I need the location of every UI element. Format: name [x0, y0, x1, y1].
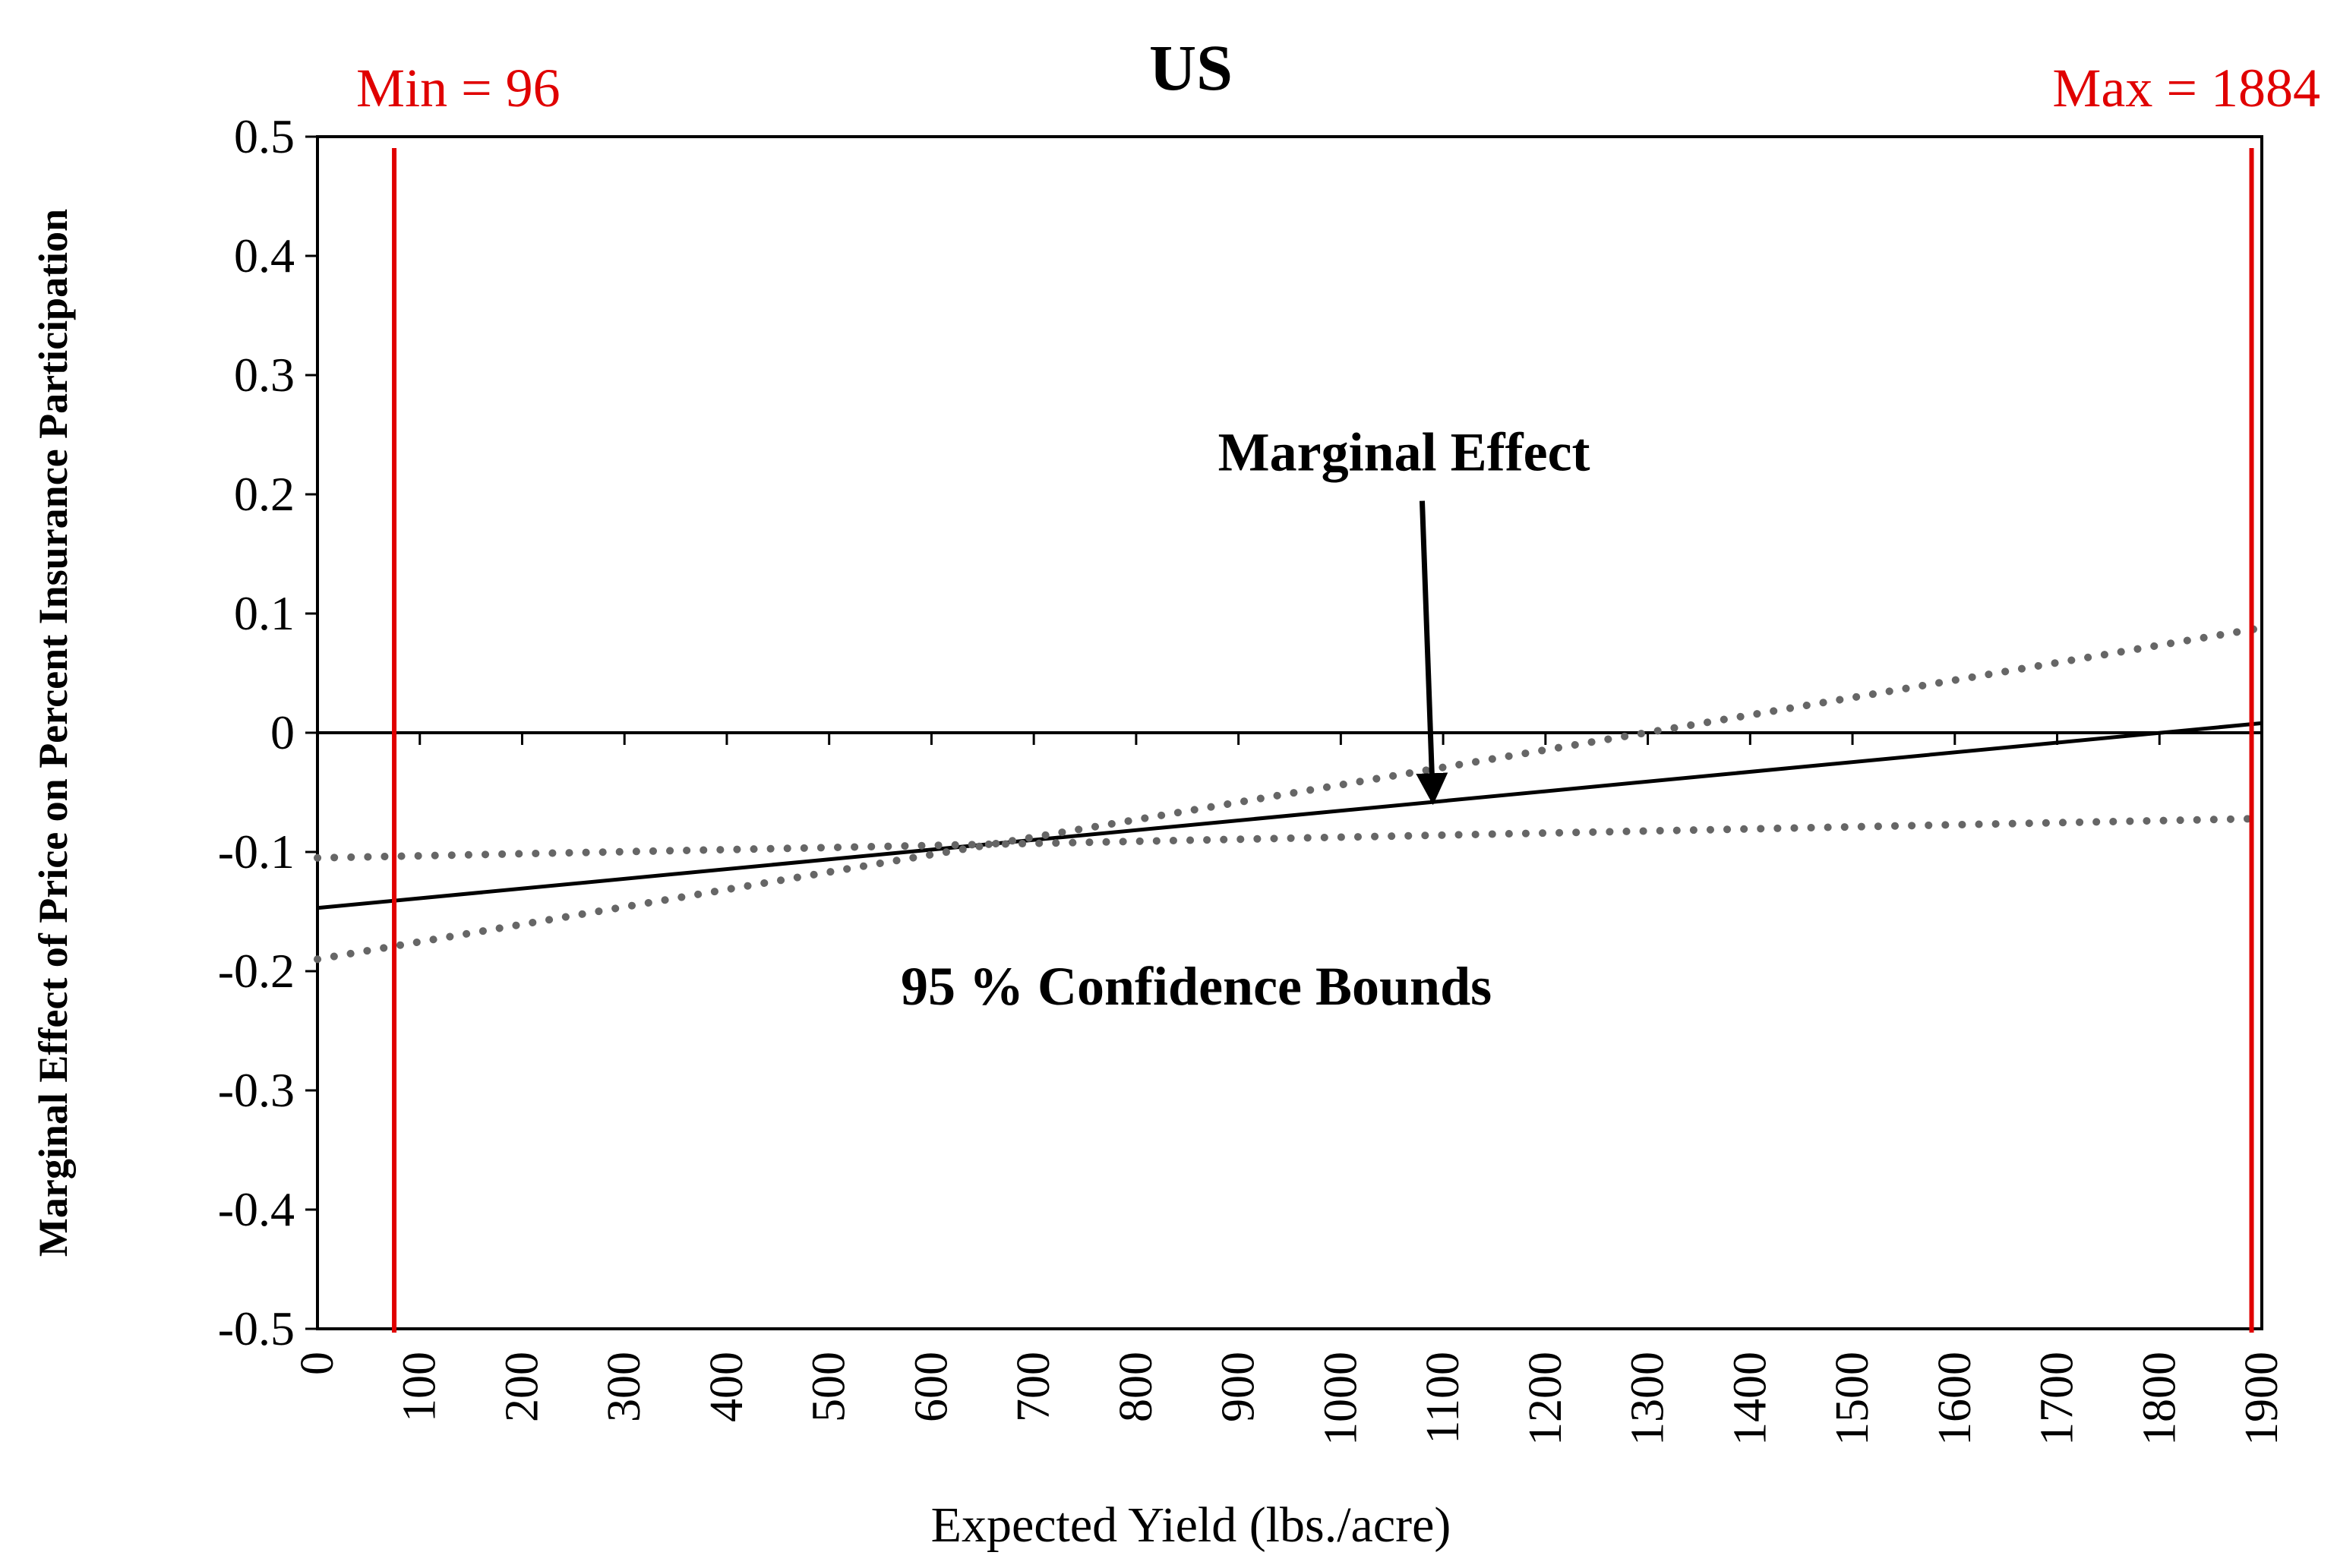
- x-tick-label: 1900: [2236, 1352, 2288, 1446]
- x-tick-label: 1500: [1827, 1352, 1878, 1446]
- y-tick-label: 0.5: [234, 109, 295, 163]
- x-tick-label: 900: [1213, 1352, 1265, 1422]
- x-tick-label: 100: [394, 1352, 446, 1422]
- y-tick-label: -0.1: [218, 825, 295, 879]
- y-tick-label: 0: [270, 705, 295, 759]
- x-tick-label: 1300: [1622, 1352, 1674, 1446]
- x-tick-label: 1700: [2032, 1352, 2083, 1446]
- y-tick-label: 0.3: [234, 348, 295, 402]
- x-tick-label: 1100: [1417, 1352, 1469, 1444]
- chart-title: US: [1149, 31, 1233, 104]
- confidence-bound-line-2: [314, 623, 2266, 964]
- x-axis: 0 100 200 300 400 500 600 700 800 900 1000 1100 1200…: [292, 733, 2288, 1446]
- y-tick-label: 0.2: [234, 467, 295, 521]
- max-label: Max = 1884: [2052, 58, 2320, 118]
- x-tick-label: 1400: [1724, 1352, 1776, 1446]
- confidence-bound-line-1: [314, 815, 2266, 862]
- y-tick-label: -0.3: [218, 1063, 295, 1117]
- marginal-effect-annotation: Marginal Effect: [1218, 422, 1590, 483]
- x-tick-label: 200: [496, 1352, 548, 1422]
- y-axis: -0.5 -0.4 -0.3 -0.2 -0.1 0 0.1 0.2 0.3 0.4 0.5: [218, 109, 317, 1355]
- marginal-effect-line: [317, 721, 2263, 910]
- marginal-effect-arrow: [1416, 500, 1448, 806]
- annotation-layer: Marginal Effect 95 % Confidence Bounds: [901, 422, 1590, 1017]
- x-tick-label: 300: [598, 1352, 650, 1422]
- y-tick-label: -0.4: [218, 1182, 295, 1236]
- x-tick-label: 500: [804, 1352, 855, 1422]
- y-tick-label: -0.5: [218, 1301, 295, 1355]
- confidence-bounds-annotation: 95 % Confidence Bounds: [901, 956, 1492, 1017]
- x-tick-label: 1600: [1929, 1352, 1981, 1446]
- x-tick-label: 1000: [1315, 1352, 1366, 1446]
- y-tick-label: 0.4: [234, 229, 295, 282]
- x-tick-label: 400: [701, 1352, 753, 1422]
- y-tick-label: 0.1: [234, 586, 295, 640]
- x-tick-label: 800: [1110, 1352, 1162, 1422]
- vline-layer: Min = 96 Max = 1884: [356, 58, 2320, 1333]
- y-tick-label: -0.2: [218, 944, 295, 998]
- x-tick-label: 0: [292, 1352, 343, 1375]
- x-tick-label: 600: [905, 1352, 957, 1422]
- min-label: Min = 96: [356, 58, 561, 118]
- x-tick-label: 700: [1008, 1352, 1060, 1422]
- x-tick-label: 1800: [2133, 1352, 2185, 1446]
- series-layer: [314, 623, 2266, 964]
- x-tick-label: 1200: [1520, 1352, 1571, 1446]
- y-axis-label: Marginal Effect of Price on Percent Insu…: [30, 209, 76, 1257]
- x-axis-label: Expected Yield (lbs./acre): [931, 1497, 1451, 1553]
